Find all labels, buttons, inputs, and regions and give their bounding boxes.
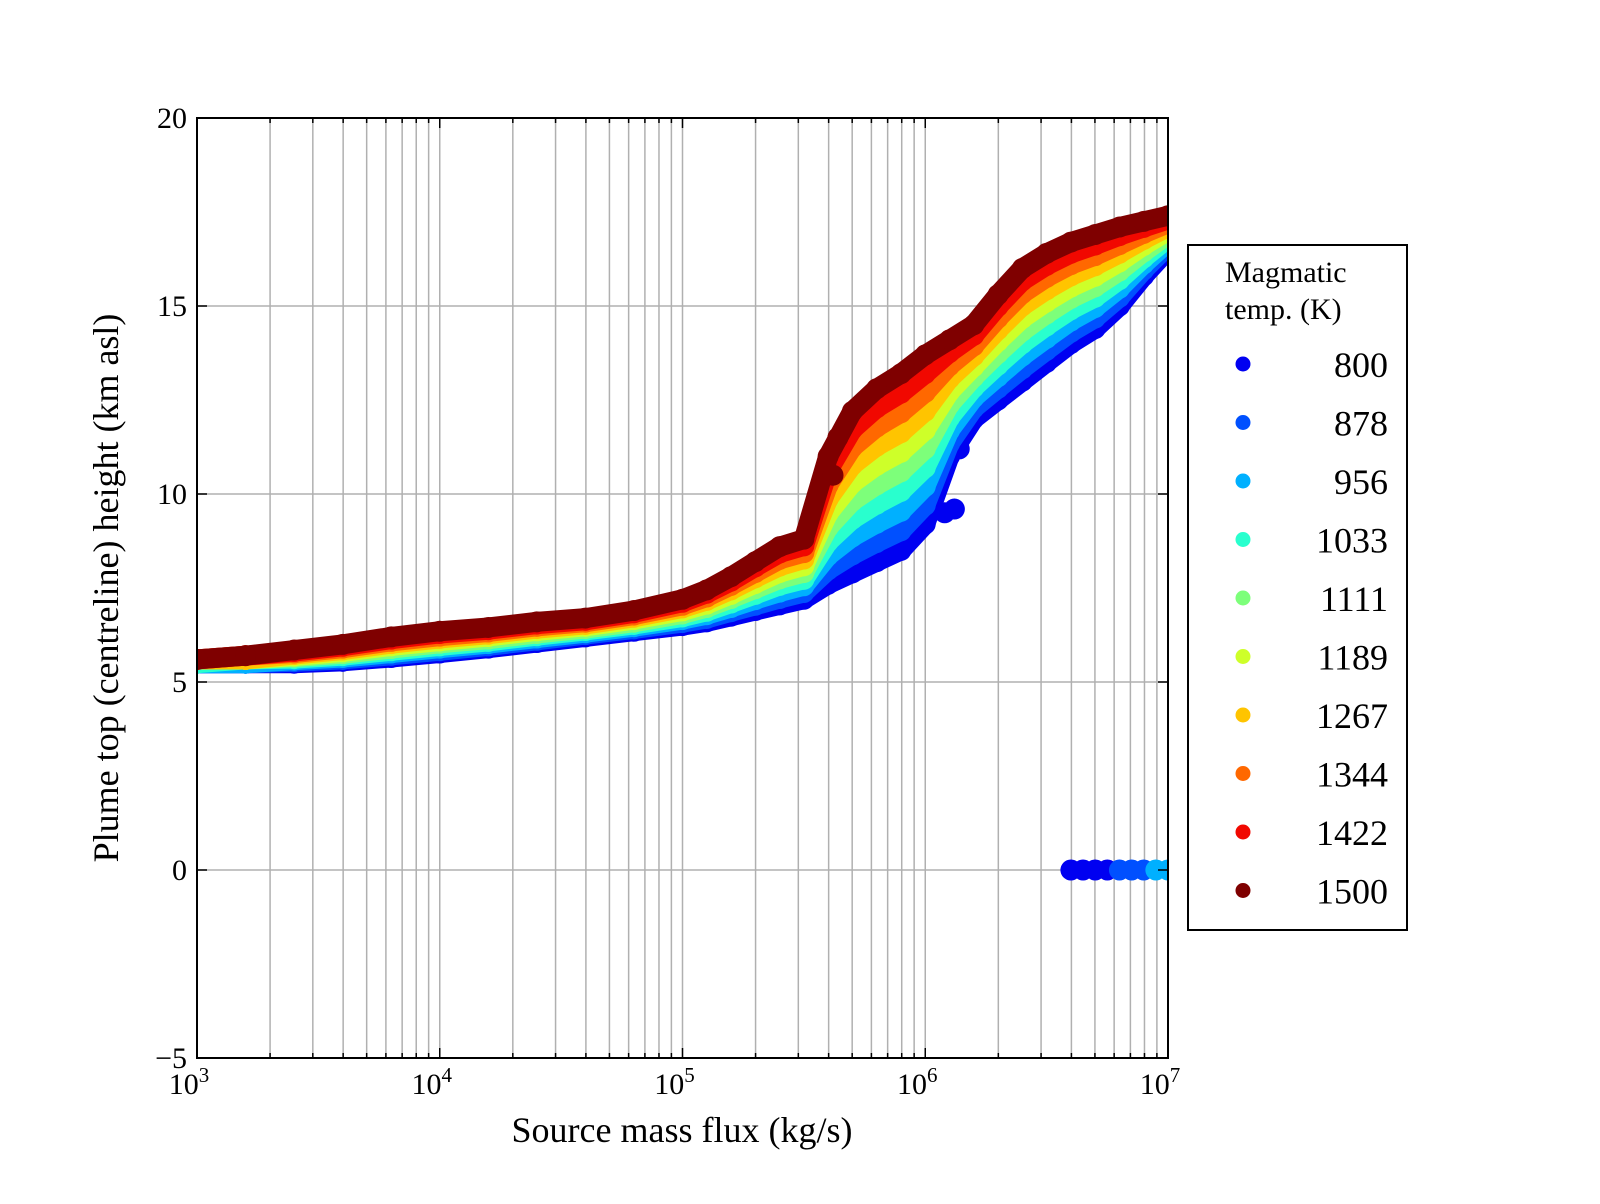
data-point (866, 378, 888, 400)
x-tick-label: 104 (412, 1063, 453, 1101)
data-point (744, 551, 766, 573)
data-point (1060, 231, 1082, 253)
data-point (939, 329, 961, 351)
legend-marker (1235, 590, 1251, 606)
y-tick-label: 15 (157, 290, 187, 323)
legend-item-1422: 1422 (1235, 813, 1388, 853)
data-point (890, 363, 912, 385)
data-point (477, 616, 499, 638)
legend-label: 1033 (1316, 521, 1388, 561)
data-point (890, 461, 912, 483)
data-point (429, 620, 451, 642)
legend-item-800: 800 (1235, 345, 1388, 385)
data-point (720, 566, 742, 588)
legend-item-956: 956 (1235, 462, 1388, 502)
legend-marker (1235, 707, 1251, 723)
legend-item-1500: 1500 (1235, 872, 1388, 912)
legend-item-1111: 1111 (1235, 579, 1388, 619)
legend-marker (1235, 532, 1251, 547)
legend-item-1344: 1344 (1235, 755, 1388, 795)
data-point (943, 498, 965, 520)
data-point (822, 464, 844, 486)
data-point (890, 539, 912, 561)
data-point (866, 551, 888, 573)
legend-item-1267: 1267 (1235, 696, 1388, 736)
legend-marker (1235, 766, 1251, 781)
legend-label: 1422 (1316, 813, 1388, 853)
legend-label: 1500 (1316, 872, 1388, 912)
y-tick-label: 20 (157, 102, 187, 135)
data-point (841, 400, 863, 422)
data-point (890, 520, 912, 542)
data-point (1084, 224, 1106, 246)
legend-label: 1344 (1316, 755, 1388, 795)
legend-label: 878 (1334, 404, 1388, 444)
data-point (1036, 242, 1058, 264)
data-point (623, 600, 645, 622)
data-point (827, 427, 849, 449)
data-point (696, 579, 718, 601)
data-point (1157, 205, 1168, 227)
legend-marker (1235, 824, 1251, 840)
data-point (526, 611, 548, 633)
series-1500 (197, 205, 1168, 670)
data-point (890, 480, 912, 502)
x-tick-label: 106 (897, 1063, 938, 1101)
x-tick-label: 107 (1140, 1063, 1181, 1101)
y-tick-label: −5 (155, 1042, 187, 1075)
data-point (963, 314, 985, 336)
data-point (574, 607, 596, 629)
data-point (793, 528, 815, 550)
legend-label: 1189 (1317, 638, 1388, 678)
legend-label: 956 (1334, 462, 1388, 502)
grid-lines (196, 117, 1168, 1059)
y-axis-label: Plume top (centreline) height (km asl) (86, 314, 126, 863)
legend-frame (1187, 244, 1408, 931)
legend-marker (1235, 356, 1251, 372)
legend-label: 800 (1334, 345, 1388, 385)
legend: Magmatic temp. (K) 800 878 956 1033 1111 1189… (1187, 244, 1408, 931)
legend-marker (1235, 649, 1251, 664)
legend-label: 1111 (1320, 579, 1388, 619)
data-point (1011, 257, 1033, 279)
legend-title-line2: temp. (K) (1225, 293, 1342, 326)
data-points (197, 205, 1168, 881)
legend-item-1189: 1189 (1235, 638, 1388, 678)
legend-marker (1235, 415, 1251, 430)
y-tick-label: 5 (172, 666, 187, 699)
x-tick-label: 105 (654, 1063, 695, 1101)
legend-item-878: 878 (1235, 404, 1388, 444)
data-point (235, 645, 257, 667)
data-point (890, 500, 912, 522)
legend-label: 1267 (1316, 696, 1388, 736)
x-axis-label: Source mass flux (kg/s) (512, 1110, 853, 1150)
data-point (197, 648, 208, 670)
data-point (672, 588, 693, 610)
data-point (817, 445, 839, 467)
y-tick-label: 0 (172, 854, 187, 887)
y-tick-label: 10 (157, 478, 187, 511)
data-point (987, 284, 1009, 306)
legend-marker (1235, 473, 1251, 489)
data-point (769, 536, 791, 558)
legend-items: 800 878 956 1033 1111 1189 1267 1344 1422 1500 (1235, 345, 1388, 912)
data-point (332, 633, 354, 655)
legend-item-1033: 1033 (1235, 521, 1388, 561)
legend-title-line1: Magmatic (1225, 256, 1347, 289)
data-point (380, 626, 402, 648)
data-point (1108, 216, 1130, 238)
data-point (914, 344, 936, 366)
data-point (1133, 210, 1155, 232)
axis-ticks: −5 0 5 10 15 20 103 104 105 106 107 (155, 102, 1180, 1101)
x-tick-label: 103 (169, 1063, 210, 1101)
legend-marker (1235, 883, 1251, 898)
data-point (283, 639, 305, 661)
